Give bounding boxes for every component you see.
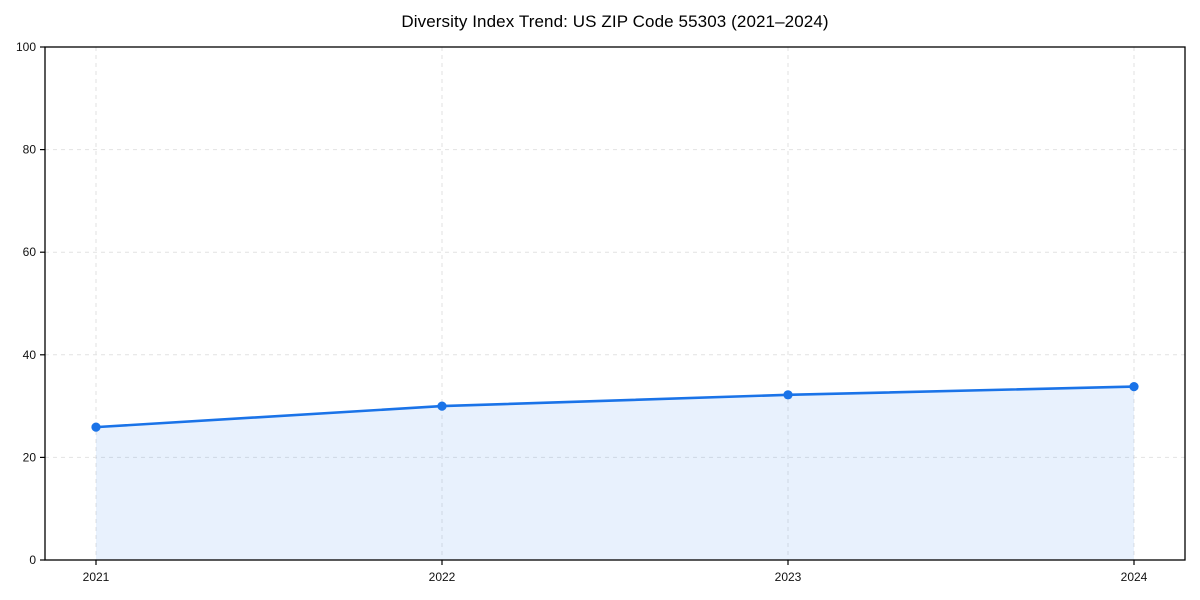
y-axis-tick-label: 80 <box>23 143 37 157</box>
chart-title: Diversity Index Trend: US ZIP Code 55303… <box>401 12 829 31</box>
x-axis-tick-label: 2024 <box>1121 570 1148 584</box>
data-point-marker <box>783 390 793 400</box>
y-axis-tick-label: 0 <box>29 553 36 567</box>
series-line <box>94 385 1136 429</box>
x-axis-tick-label: 2021 <box>83 570 110 584</box>
data-point-marker <box>1129 382 1139 392</box>
x-axis-tick-label: 2023 <box>775 570 802 584</box>
y-axis-tick-label: 20 <box>23 450 37 464</box>
x-axis-tick-label: 2022 <box>429 570 456 584</box>
y-axis-tick-label: 100 <box>16 40 36 54</box>
y-axis-tick-label: 40 <box>23 348 37 362</box>
data-point-marker <box>437 401 447 411</box>
y-axis-tick-label: 60 <box>23 245 37 259</box>
data-point-marker <box>91 422 101 432</box>
series-area-fill <box>96 386 1134 560</box>
plot-frame <box>44 46 1186 561</box>
